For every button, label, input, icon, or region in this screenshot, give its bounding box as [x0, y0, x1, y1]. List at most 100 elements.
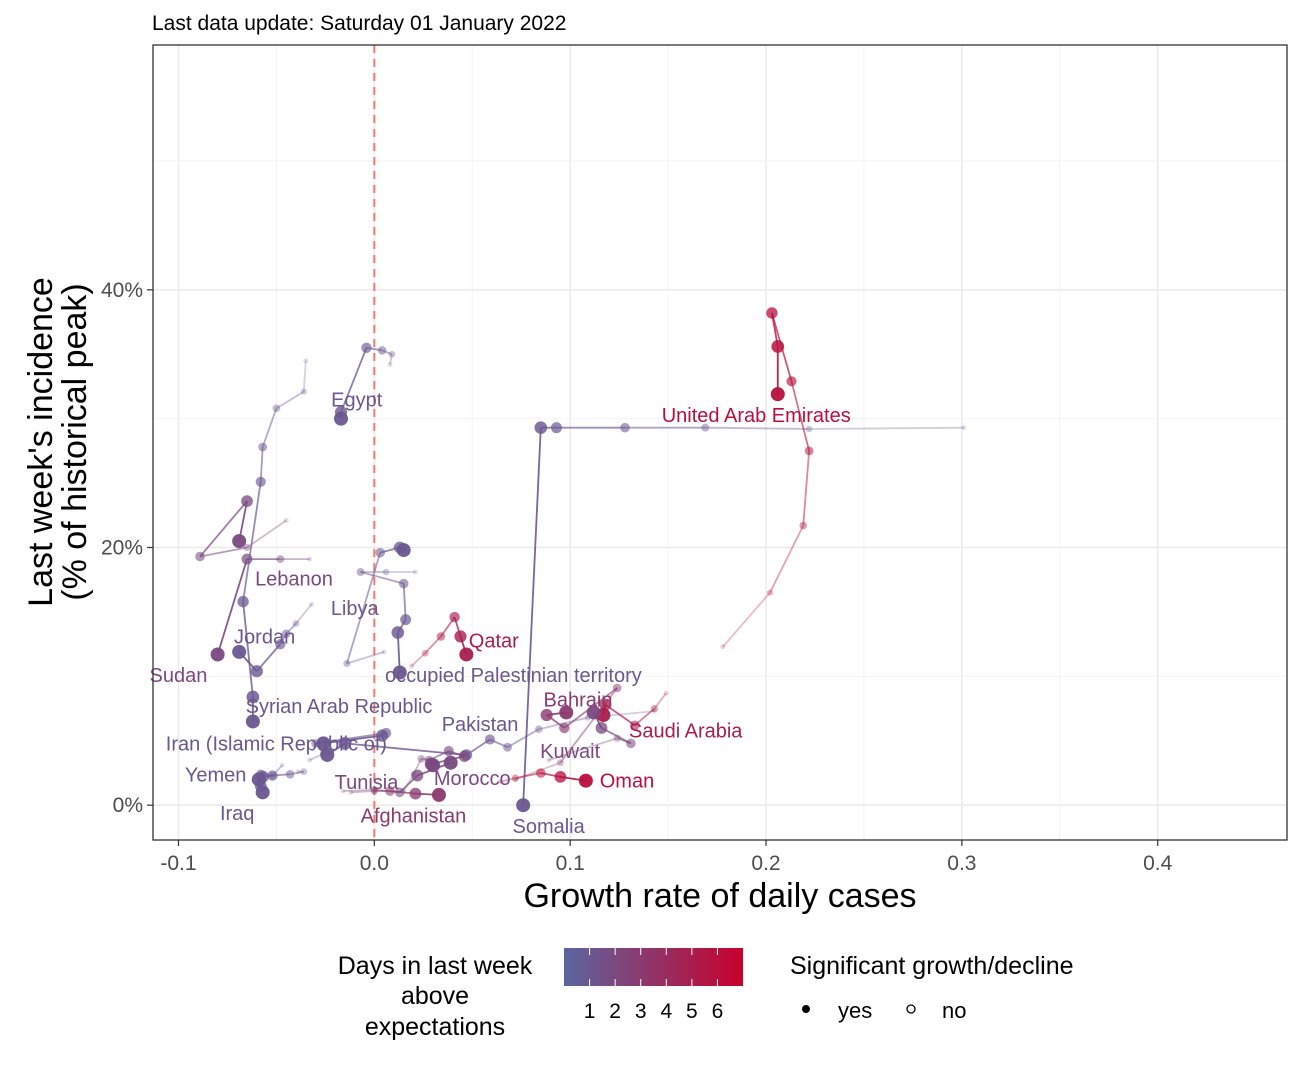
trail-segment: [507, 728, 540, 749]
x-tick-label: -0.1: [160, 852, 196, 875]
trail-point: [320, 747, 335, 762]
trail-point: [449, 611, 460, 623]
trail-point: [540, 708, 553, 722]
trail-point: [281, 629, 291, 639]
trail-segment: [790, 381, 810, 452]
trail-segment: [389, 354, 393, 365]
trail-point: [620, 422, 630, 433]
series-united-arab-emirates: [720, 307, 814, 650]
y-tick-label: 20%: [101, 537, 143, 560]
trail-point: [556, 759, 564, 767]
country-label: Jordan: [234, 626, 295, 648]
trail-point: [458, 750, 471, 762]
series-iran-islamic-republic-of-: [307, 727, 392, 763]
trail-segment: [499, 777, 516, 783]
trail-point: [663, 690, 669, 696]
trail-point: [255, 769, 266, 780]
trail-point: [370, 787, 378, 795]
trail-point: [535, 768, 546, 778]
country-label: Tunisia: [335, 772, 400, 794]
series-jordan: [232, 601, 315, 678]
series-syrian-arab-republic: [237, 358, 309, 729]
country-label: Saudi Arabia: [629, 720, 743, 742]
series-tunisia: [340, 755, 458, 798]
trail-point: [550, 422, 562, 434]
x-tick-label: 0.1: [556, 852, 585, 875]
trail-point: [376, 729, 389, 742]
trail-segment: [323, 734, 383, 745]
country-label: Iraq: [220, 803, 254, 825]
trail-segment: [242, 601, 254, 698]
trail-point: [503, 742, 512, 752]
trail-point: [303, 358, 309, 364]
trail-point: [961, 425, 967, 431]
trail-point: [319, 750, 327, 758]
trail-point: [650, 704, 658, 713]
shape-legend-open-key: [906, 1004, 916, 1014]
trail-point: [421, 649, 429, 657]
country-label: Qatar: [469, 630, 519, 652]
trail-point: [255, 785, 270, 800]
trail-point: [720, 644, 726, 650]
country-label: Syrian Arab Republic: [246, 696, 433, 718]
country-label: Egypt: [331, 389, 383, 411]
trail-segment: [259, 446, 264, 482]
trail-segment: [302, 360, 307, 392]
trail-point: [300, 768, 308, 776]
series-oman: [497, 768, 593, 788]
trail-point: [400, 614, 412, 626]
trail-point: [279, 762, 285, 768]
trail-point: [385, 786, 395, 796]
trail-point: [387, 362, 393, 368]
trail-point: [381, 649, 387, 655]
country-label: Morocco: [434, 768, 511, 790]
color-legend-title-line-1: Days in last week: [338, 952, 533, 980]
trail-segment: [346, 651, 385, 665]
trail-point: [804, 446, 814, 456]
shape-legend-yes-label: yes: [838, 998, 872, 1023]
series-layer: [195, 307, 967, 813]
trail-point: [459, 647, 474, 662]
country-label: Bahrain: [544, 690, 613, 712]
trail-point: [595, 722, 608, 734]
trail-point: [766, 589, 774, 596]
series-afghanistan: [348, 786, 446, 802]
country-label: Libya: [331, 598, 380, 620]
trail-segment: [410, 652, 426, 667]
trail-point: [626, 738, 636, 749]
trail-point: [409, 787, 422, 800]
trail-point: [243, 543, 251, 552]
trail-point: [292, 620, 300, 627]
chart-subtitle: Last data update: Saturday 01 January 20…: [152, 12, 566, 35]
trail-point: [246, 690, 260, 704]
trail-point: [766, 307, 778, 319]
trail-point: [276, 555, 285, 564]
trail-segment: [769, 525, 805, 594]
color-legend-title-line-3: expectations: [365, 1013, 505, 1041]
trail-point: [799, 521, 808, 530]
trail-point: [436, 632, 446, 641]
trail-segment: [261, 408, 278, 448]
trail-point: [382, 568, 390, 576]
series-sudan: [195, 495, 289, 562]
trail-segment: [309, 752, 324, 761]
series-libya: [356, 567, 418, 680]
country-label: Afghanistan: [361, 806, 467, 828]
x-tick-label: 0.2: [751, 852, 780, 875]
trail-point: [559, 722, 570, 734]
trail-point: [241, 553, 253, 565]
trail-point: [398, 578, 409, 589]
trail-point: [554, 770, 567, 783]
x-tick-label: 0.4: [1143, 852, 1173, 875]
trail-point: [613, 734, 621, 742]
trail-point: [361, 342, 372, 353]
trail-point: [546, 757, 552, 763]
country-label: Pakistan: [442, 714, 519, 736]
series-occupied-palestinian-territory: [343, 541, 411, 668]
trail-point: [377, 346, 387, 355]
trail-point: [392, 665, 407, 680]
country-label: Somalia: [512, 816, 585, 838]
